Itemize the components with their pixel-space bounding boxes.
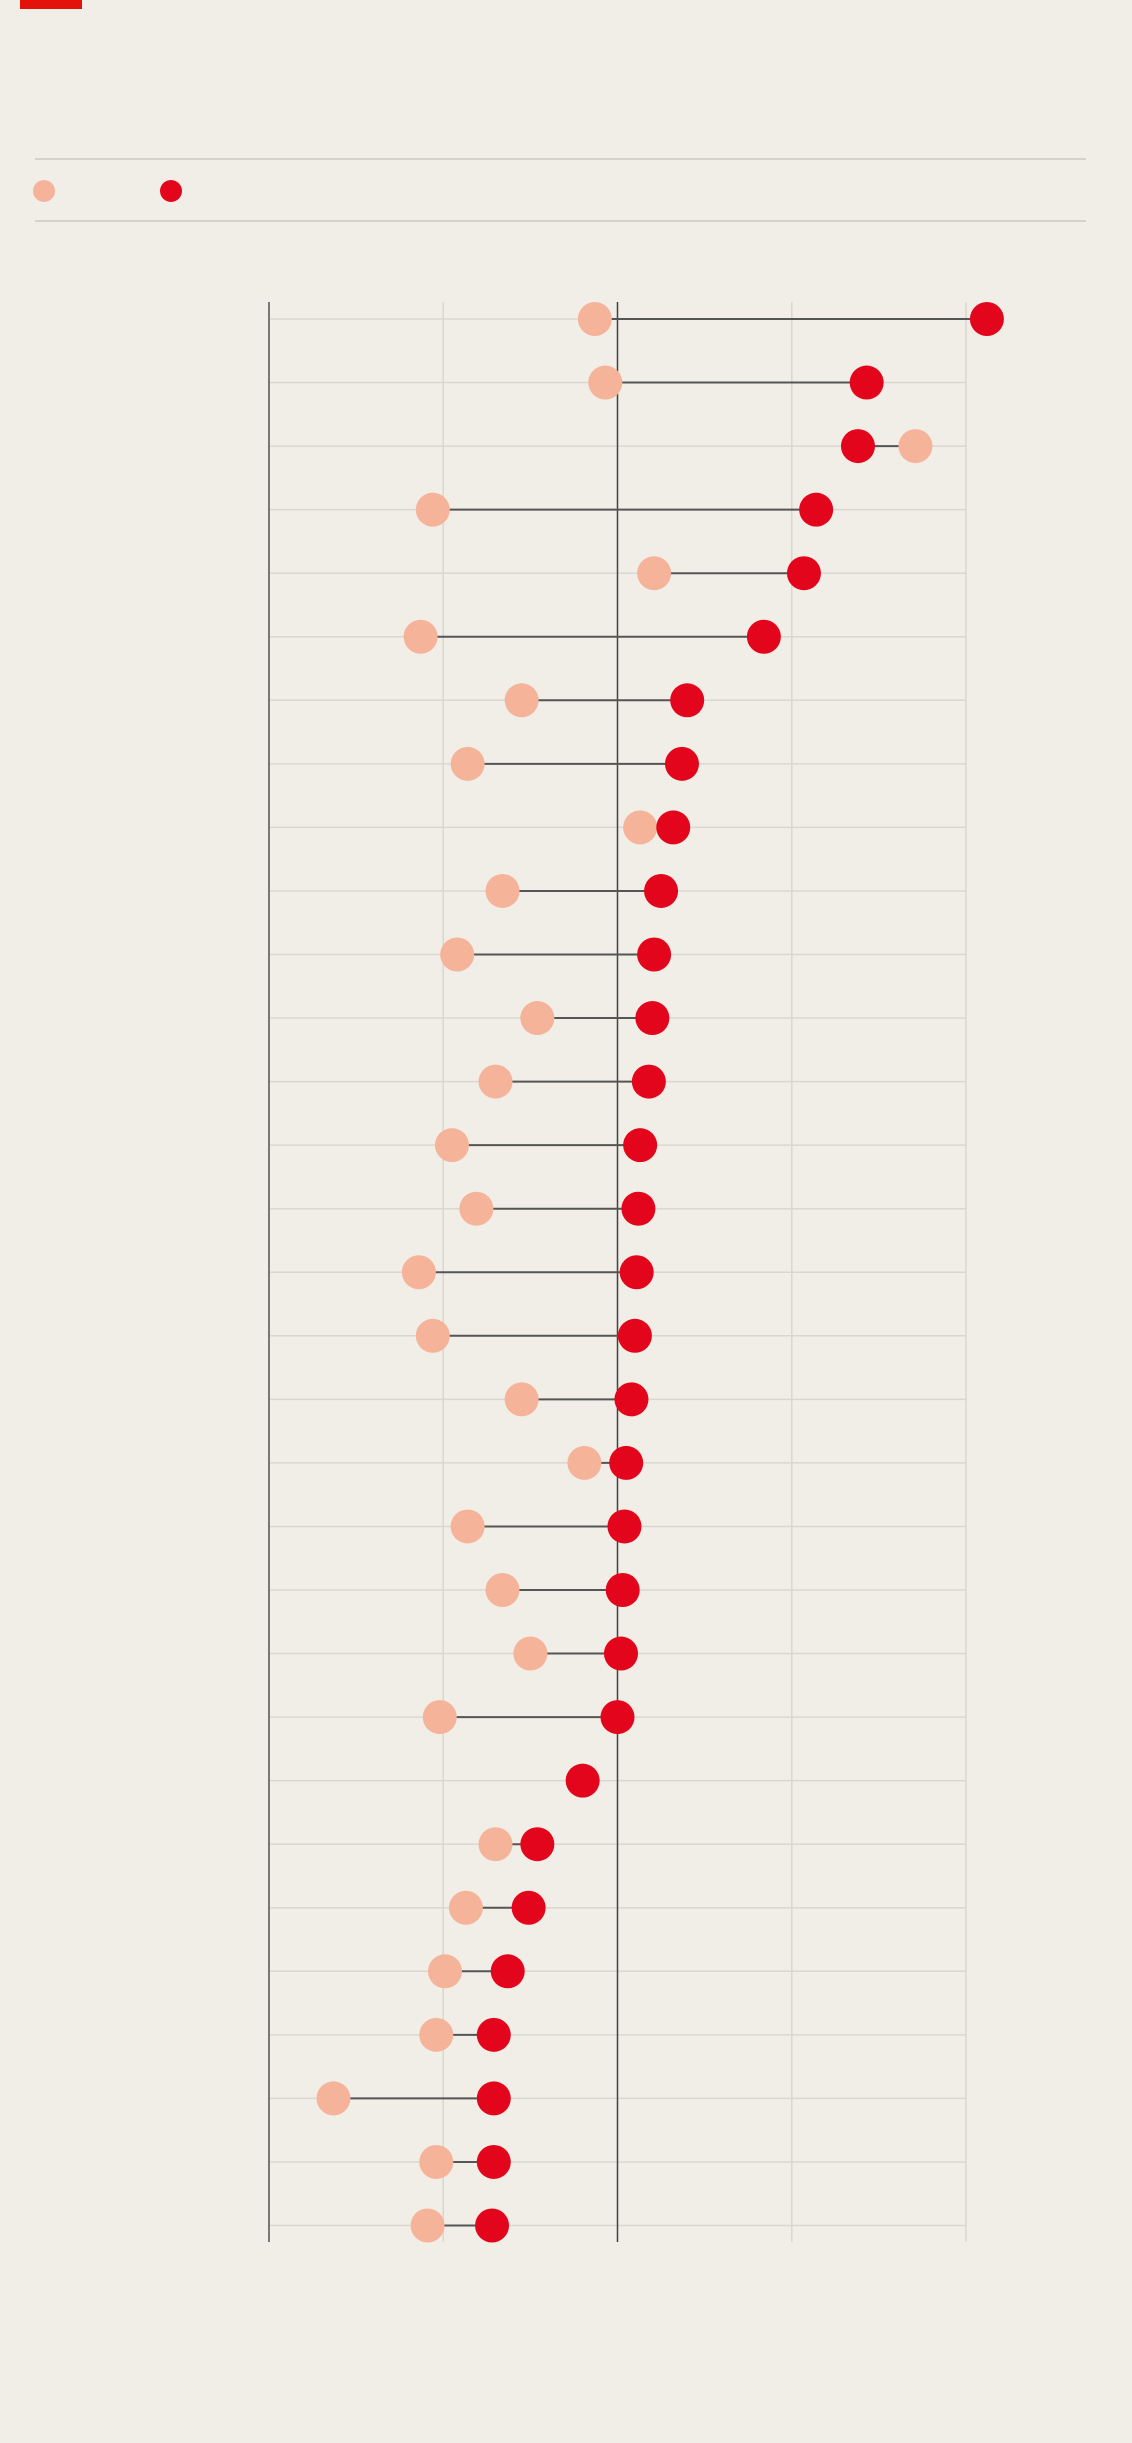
dot	[637, 937, 672, 972]
dot	[605, 1573, 640, 1607]
dot	[849, 365, 884, 400]
dot	[840, 429, 875, 464]
legend-swatch	[160, 180, 182, 202]
dot	[485, 1573, 520, 1607]
dot	[434, 1128, 469, 1163]
dot	[786, 556, 821, 591]
dot	[450, 746, 485, 781]
dot	[623, 1128, 658, 1163]
dot	[478, 1064, 513, 1099]
dot	[577, 302, 612, 336]
dot	[476, 2144, 511, 2179]
dot	[799, 492, 834, 527]
dot	[419, 2017, 454, 2052]
dot	[476, 2017, 511, 2052]
dot	[631, 1064, 666, 1099]
dot	[670, 683, 705, 718]
dot	[440, 937, 475, 972]
dot	[450, 1509, 485, 1544]
legend-swatch	[33, 180, 55, 202]
dot	[520, 1001, 555, 1036]
dot	[419, 2144, 454, 2179]
dot	[511, 1890, 546, 1925]
dot	[656, 810, 691, 845]
dot	[600, 1700, 635, 1735]
dot	[476, 2081, 511, 2116]
dot	[410, 2208, 445, 2243]
dot	[415, 1318, 450, 1353]
dot	[607, 1509, 642, 1544]
dot	[504, 683, 539, 718]
dot	[609, 1445, 644, 1480]
dot	[623, 810, 658, 845]
dot	[475, 2208, 510, 2243]
dot	[448, 1890, 483, 1925]
dot	[478, 1827, 513, 1862]
dot	[427, 1954, 462, 1989]
dot	[635, 1001, 670, 1036]
dot	[617, 1318, 652, 1353]
dot	[513, 1636, 548, 1671]
dot	[401, 1255, 436, 1290]
dot	[898, 429, 933, 464]
dot	[588, 365, 623, 400]
dot	[459, 1191, 494, 1226]
dot	[520, 1827, 555, 1862]
dot	[603, 1636, 638, 1671]
dot	[746, 619, 781, 654]
brand-bar	[20, 0, 82, 9]
dot	[415, 492, 450, 527]
dot	[614, 1382, 649, 1417]
dot	[644, 873, 679, 908]
dot	[403, 619, 438, 654]
dot	[619, 1255, 654, 1290]
dot	[422, 1700, 457, 1735]
dot	[621, 1191, 656, 1226]
dot	[316, 2081, 351, 2116]
dot	[504, 1382, 539, 1417]
dot	[969, 302, 1004, 336]
dot	[490, 1954, 525, 1989]
dot	[567, 1445, 602, 1480]
dot	[485, 873, 520, 908]
dot	[664, 746, 699, 781]
dot	[565, 1763, 600, 1798]
dot	[637, 556, 672, 591]
